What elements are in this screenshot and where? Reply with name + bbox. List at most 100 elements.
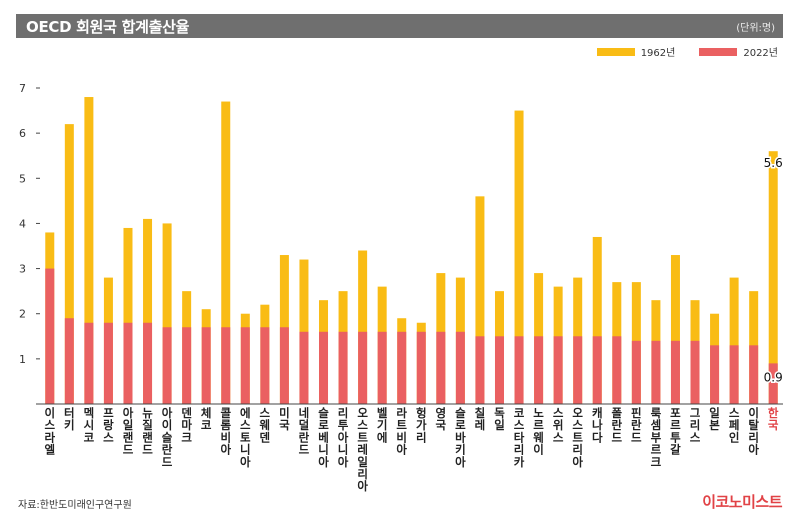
x-tick-label: 국 [436, 418, 447, 432]
bar-1962 [670, 255, 680, 404]
x-tick-label: 아 [338, 455, 349, 469]
x-tick-label: 캐 [592, 406, 603, 420]
y-tick-label: 7 [19, 82, 26, 95]
x-tick-label: 크 [181, 430, 192, 444]
bar-2022 [299, 331, 309, 404]
x-tick-label: 투 [670, 430, 681, 444]
x-tick-label: 탈 [748, 418, 759, 432]
x-tick-label: 오 [572, 406, 583, 420]
x-tick-label: 트 [357, 430, 368, 444]
x-tick-label: 이 [162, 418, 173, 432]
x-tick-label: 국 [768, 418, 779, 432]
x-tick-label: 리 [748, 430, 759, 444]
x-tick-label: 슬 [455, 406, 466, 420]
x-tick-label: 벨 [377, 406, 388, 420]
x-tick-label: 랑 [103, 418, 114, 432]
x-tick-label: 스 [729, 406, 740, 420]
x-tick-label: 영 [436, 406, 447, 420]
bar-1962 [729, 277, 739, 404]
x-tick-label: 코 [514, 406, 525, 420]
bar-2022 [475, 336, 485, 404]
source-note: 자료:한반도미래인구연구원 [18, 500, 132, 511]
bar-2022 [710, 345, 720, 404]
x-tick-label: 란 [631, 418, 642, 432]
bar-2022 [436, 331, 446, 404]
bar-2022 [84, 322, 94, 404]
legend-item-2022: 2022년 [699, 44, 778, 59]
x-tick-label: 드 [299, 443, 310, 457]
x-tick-label: 란 [162, 443, 173, 457]
x-tick-label: 카 [514, 455, 525, 469]
x-tick-label: 웨 [260, 418, 271, 432]
bar-2022 [514, 336, 524, 404]
x-tick-label: 슬 [318, 406, 329, 420]
x-tick-label: 스 [260, 406, 271, 420]
x-tick-label: 랜 [123, 430, 134, 444]
x-tick-label: 크 [651, 455, 662, 469]
x-tick-label: 다 [592, 430, 603, 444]
y-tick-label: 1 [19, 353, 26, 366]
x-tick-label: 기 [377, 418, 388, 432]
bar-2022 [612, 336, 622, 404]
bar-2022 [45, 268, 55, 404]
x-tick-label: 로 [455, 418, 466, 432]
bar-1962 [143, 218, 153, 404]
x-tick-label: 롬 [220, 418, 231, 432]
x-tick-label: 헝 [416, 406, 427, 420]
y-tick-label: 2 [19, 308, 26, 321]
x-tick-label: 아 [396, 443, 407, 457]
x-tick-label: 이 [748, 406, 759, 420]
x-tick-label: 스 [240, 418, 251, 432]
x-tick-label: 핀 [631, 406, 642, 420]
legend-item-1962: 1962년 [596, 44, 675, 59]
bar-2022 [338, 331, 348, 404]
x-tick-label: 덜 [299, 418, 310, 432]
title-bar: OECD 회원국 합계출산율 (단위:명) [16, 14, 783, 38]
x-tick-label: 랜 [142, 430, 153, 444]
x-tick-label: 아 [338, 430, 349, 444]
x-tick-label: 란 [299, 430, 310, 444]
x-tick-label: 리 [416, 430, 427, 444]
x-tick-label: 오 [357, 406, 368, 420]
bar-2022 [573, 336, 583, 404]
bar-2022 [358, 331, 368, 404]
x-tick-label: 덴 [181, 406, 192, 420]
legend-label-2022: 2022년 [743, 48, 778, 59]
x-tick-label: 아 [748, 443, 759, 457]
bar-1962 [592, 236, 602, 404]
x-tick-label: 스 [553, 430, 564, 444]
x-tick-label: 드 [162, 455, 173, 469]
x-tick-label: 웨 [533, 430, 544, 444]
bar-2022 [162, 327, 172, 404]
x-tick-label: 마 [181, 418, 192, 432]
bar-2022 [260, 327, 270, 404]
bar-2022 [534, 336, 544, 404]
chart-title: OECD 회원국 합계출산율 [26, 18, 190, 36]
bar-1962 [221, 101, 231, 405]
x-tick-label: 국 [279, 418, 290, 432]
x-tick-label: 일 [123, 418, 134, 432]
x-tick-label: 리 [572, 443, 583, 457]
x-tick-label: 트 [572, 430, 583, 444]
x-tick-label: 그 [690, 406, 701, 420]
bar-2022 [319, 331, 329, 404]
x-tick-label: 타 [514, 430, 525, 444]
x-tick-label: 이 [533, 443, 544, 457]
unit-label: (단위:명) [736, 23, 775, 34]
x-tick-label: 에 [240, 406, 251, 420]
x-tick-label: 한 [768, 406, 779, 420]
bar-2022 [749, 345, 759, 404]
x-tick-label: 라 [44, 430, 55, 444]
x-tick-label: 란 [612, 418, 623, 432]
bar-2022 [768, 363, 778, 404]
x-tick-label: 일 [494, 418, 505, 432]
x-tick-label: 가 [416, 418, 427, 432]
x-tick-label: 레 [357, 443, 368, 457]
x-tick-label: 네 [299, 406, 310, 420]
x-tick-label: 르 [651, 443, 662, 457]
x-tick-label: 인 [729, 430, 740, 444]
x-tick-label: 프 [103, 406, 114, 420]
x-tick-label: 아 [220, 443, 231, 457]
x-tick-label: 리 [514, 443, 525, 457]
x-tick-label: 본 [709, 418, 720, 432]
